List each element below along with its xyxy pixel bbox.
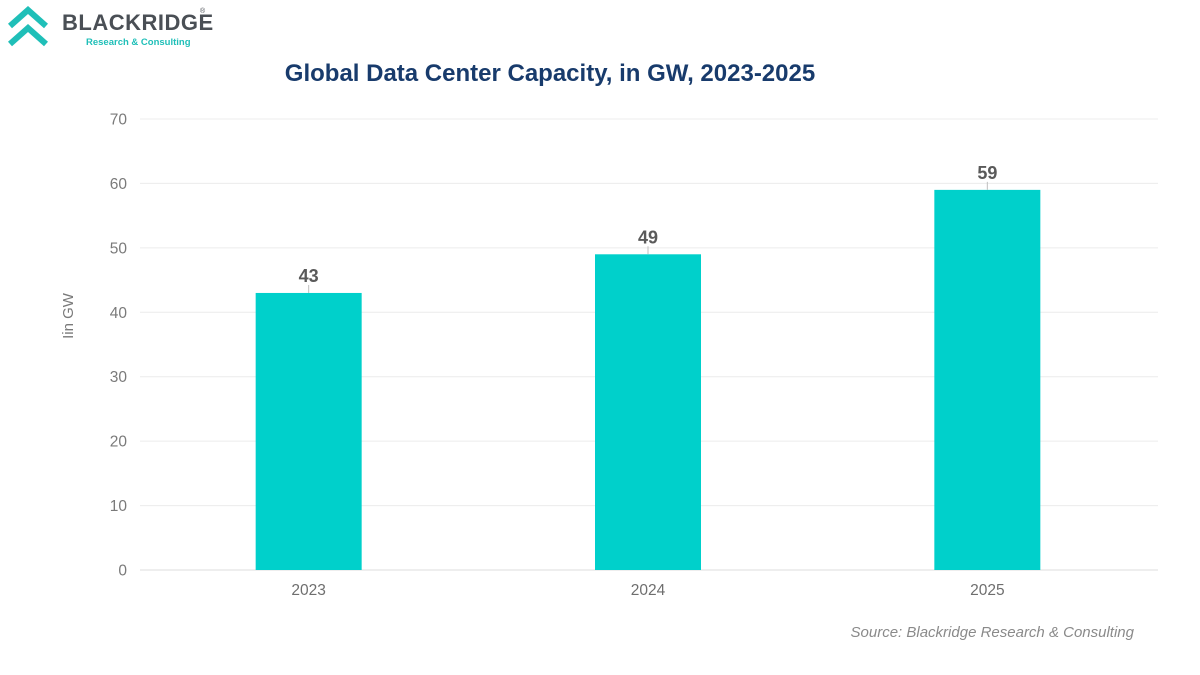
bar (595, 254, 701, 571)
y-tick-label: 70 (110, 112, 128, 129)
bar (934, 189, 1041, 570)
y-tick-label: 0 (118, 563, 127, 580)
brand-logo: BLACKRIDGE ® Research & Consulting (6, 6, 216, 50)
y-tick-label: 30 (110, 369, 128, 386)
brand-tagline: Research & Consulting (86, 37, 191, 48)
x-tick-label: 2023 (291, 582, 325, 599)
x-tick-label: 2024 (631, 582, 666, 599)
x-tick-label: 2025 (970, 582, 1004, 599)
registered-mark: ® (200, 8, 206, 15)
y-tick-label: 40 (110, 305, 128, 322)
y-tick-label: 20 (110, 434, 128, 451)
chart-title: Global Data Center Capacity, in GW, 2023… (284, 60, 816, 87)
y-tick-label: 10 (110, 498, 128, 515)
data-label: 43 (299, 266, 319, 286)
source-note: Source: Blackridge Research & Consulting (850, 624, 1134, 641)
brand-name: BLACKRIDGE (62, 10, 214, 35)
y-tick-label: 50 (110, 240, 128, 257)
y-tick-label: 60 (110, 176, 128, 193)
bar (255, 292, 362, 570)
y-axis-label: Iin GW (60, 292, 77, 339)
data-label: 49 (638, 227, 658, 247)
chevron-logo-icon (8, 6, 48, 47)
data-label: 59 (977, 163, 997, 183)
